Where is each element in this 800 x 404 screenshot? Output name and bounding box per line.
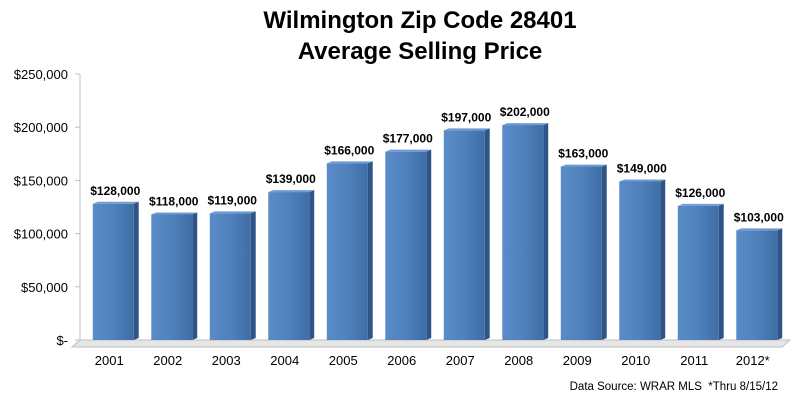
bar-side-face xyxy=(601,164,607,340)
y-tick-label: $250,000 xyxy=(14,67,68,82)
bar xyxy=(268,190,315,340)
bar xyxy=(151,212,198,340)
y-tick-label: $100,000 xyxy=(14,227,68,242)
bar-side-face xyxy=(133,201,139,340)
bar-top-face xyxy=(619,179,666,182)
bar-side-face xyxy=(484,128,490,340)
bar xyxy=(443,128,490,340)
chart-title-line-2: Average Selling Price xyxy=(298,38,543,65)
bar-side-face xyxy=(543,123,549,341)
x-tick-label: 2002 xyxy=(153,353,182,368)
x-tick-label: 2007 xyxy=(446,353,475,368)
data-label: $166,000 xyxy=(324,143,374,157)
data-label: $128,000 xyxy=(90,184,140,198)
bar xyxy=(326,161,373,340)
data-label: $103,000 xyxy=(734,210,784,224)
bar-front-face xyxy=(209,213,251,340)
x-tick-label: 2003 xyxy=(212,353,241,368)
bar-side-face xyxy=(250,211,256,340)
data-label: $119,000 xyxy=(208,193,258,207)
x-tick-label: 2005 xyxy=(329,353,358,368)
bar-front-face xyxy=(677,205,719,340)
x-tick-label: 2010 xyxy=(621,353,650,368)
bar-front-face xyxy=(443,130,485,340)
x-axis: 2001 2002 2003 2004 2005 2006 2007 2008 2009 2010… xyxy=(95,353,770,368)
x-tick-label: 2011 xyxy=(680,353,708,368)
bar xyxy=(677,203,724,340)
data-labels: $128,000 $118,000 $119,000 $139,000 $166,000… xyxy=(90,105,784,224)
data-label: $197,000 xyxy=(441,110,491,124)
x-tick-label: 2009 xyxy=(563,353,592,368)
x-tick-label: 2006 xyxy=(387,353,416,368)
x-tick-label: 2004 xyxy=(270,353,299,368)
data-source-note: Data Source: WRAR MLS *Thru 8/15/12 xyxy=(570,381,778,393)
data-label: $139,000 xyxy=(266,172,316,186)
data-label: $202,000 xyxy=(500,105,550,119)
bar xyxy=(736,228,783,340)
bar-front-face xyxy=(502,125,544,341)
bar xyxy=(209,211,256,340)
x-tick-label: 2012* xyxy=(736,353,770,368)
bar-front-face xyxy=(736,230,778,340)
bar-front-face xyxy=(385,151,427,340)
bar-top-face xyxy=(502,123,549,126)
bar-top-face xyxy=(326,161,373,164)
bar xyxy=(385,149,432,340)
chart-floor-plane xyxy=(70,339,792,348)
bar-side-face xyxy=(718,203,724,340)
bar-side-face xyxy=(777,228,783,340)
bar-front-face xyxy=(619,181,661,340)
bar-top-face xyxy=(268,190,315,193)
y-tick-label: $- xyxy=(56,333,68,348)
bar-top-face xyxy=(385,149,432,152)
x-tick-label: 2001 xyxy=(95,353,124,368)
data-label: $118,000 xyxy=(149,194,199,208)
bar xyxy=(619,179,666,340)
bar-top-face xyxy=(151,212,198,215)
y-axis: $- $50,000 $100,000 $150,000 $200,000 $250,00… xyxy=(14,67,81,348)
chart-floor xyxy=(70,339,792,348)
x-tick-label: 2008 xyxy=(504,353,533,368)
bar xyxy=(560,164,607,340)
bar-side-face xyxy=(367,161,373,340)
chart-title-line-1: Wilmington Zip Code 28401 xyxy=(263,7,576,34)
bar-top-face xyxy=(736,228,783,231)
y-tick-label: $200,000 xyxy=(14,120,68,135)
bar-side-face xyxy=(426,149,432,340)
bar-side-face xyxy=(660,179,666,340)
data-label: $149,000 xyxy=(617,161,667,175)
data-label: $126,000 xyxy=(675,186,725,200)
bar-series xyxy=(92,123,783,341)
bar-side-face xyxy=(309,190,315,340)
bar-front-face xyxy=(92,203,134,340)
bar-front-face xyxy=(326,163,368,340)
y-tick-label: $50,000 xyxy=(21,280,68,295)
data-label: $163,000 xyxy=(558,147,608,161)
bar-top-face xyxy=(677,203,724,206)
bar-top-face xyxy=(560,164,607,167)
bar-front-face xyxy=(151,214,193,340)
bar-side-face xyxy=(192,212,198,340)
bar-top-face xyxy=(443,128,490,131)
bar xyxy=(92,201,139,340)
y-tick-label: $150,000 xyxy=(14,173,68,188)
bar xyxy=(502,123,549,341)
data-label: $177,000 xyxy=(383,132,433,146)
bar-top-face xyxy=(92,201,139,204)
bar-top-face xyxy=(209,211,256,214)
bar-front-face xyxy=(268,192,310,340)
bar-front-face xyxy=(560,166,602,340)
